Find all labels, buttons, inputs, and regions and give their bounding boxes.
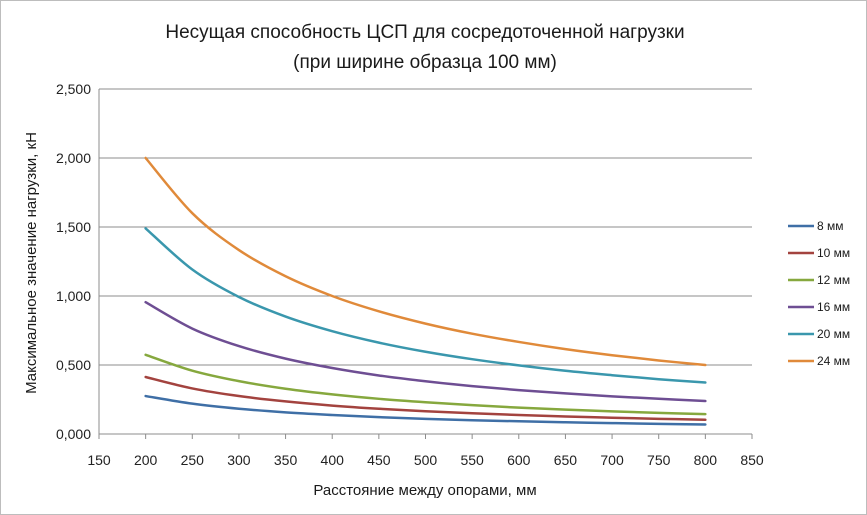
x-tick-label: 600 xyxy=(507,452,531,468)
x-tick-label: 850 xyxy=(740,452,764,468)
legend-label: 12 мм xyxy=(817,273,850,287)
series-line xyxy=(144,394,707,426)
x-tick-label: 800 xyxy=(694,452,718,468)
series-line xyxy=(144,375,707,422)
x-tick-label: 750 xyxy=(647,452,671,468)
x-tick-label: 500 xyxy=(414,452,438,468)
chart-subtitle: (при ширине образца 100 мм) xyxy=(293,52,557,73)
legend-label: 8 мм xyxy=(817,219,844,233)
x-tick-label: 300 xyxy=(227,452,251,468)
x-tick-label: 650 xyxy=(554,452,578,468)
y-tick-label: 0,500 xyxy=(56,357,91,373)
legend-label: 20 мм xyxy=(817,327,850,341)
y-tick-label: 1,000 xyxy=(56,288,91,304)
series-line xyxy=(144,156,707,367)
y-tick-label: 1,500 xyxy=(56,219,91,235)
series-layer xyxy=(144,156,707,426)
x-tick-label: 150 xyxy=(87,452,111,468)
x-tick-label: 200 xyxy=(134,452,158,468)
legend: 8 мм 10 мм 12 мм 16 мм 20 мм 24 мм xyxy=(788,219,850,368)
y-tick-label: 2,500 xyxy=(56,81,91,97)
series-line xyxy=(144,227,707,384)
y-tick-label: 0,000 xyxy=(56,426,91,442)
x-tick-label: 400 xyxy=(321,452,345,468)
series-line xyxy=(144,300,707,403)
series-line xyxy=(144,353,707,416)
legend-label: 24 мм xyxy=(817,354,850,368)
y-axis-label: Максимальное значение нагрузки, кН xyxy=(23,132,40,394)
x-tick-label: 250 xyxy=(181,452,205,468)
y-tick-label: 2,000 xyxy=(56,150,91,166)
chart-title: Несущая способность ЦСП для сосредоточен… xyxy=(165,22,684,43)
x-tick-label: 550 xyxy=(460,452,484,468)
x-tick-label: 700 xyxy=(600,452,624,468)
axis-layer: 0,000 0,500 1,000 1,500 2,000 2,500 150 200 250 3… xyxy=(56,81,764,468)
x-tick-label: 450 xyxy=(367,452,391,468)
legend-label: 10 мм xyxy=(817,246,850,260)
x-axis-label: Расстояние между опорами, мм xyxy=(313,482,536,499)
legend-label: 16 мм xyxy=(817,300,850,314)
x-tick-label: 350 xyxy=(274,452,298,468)
